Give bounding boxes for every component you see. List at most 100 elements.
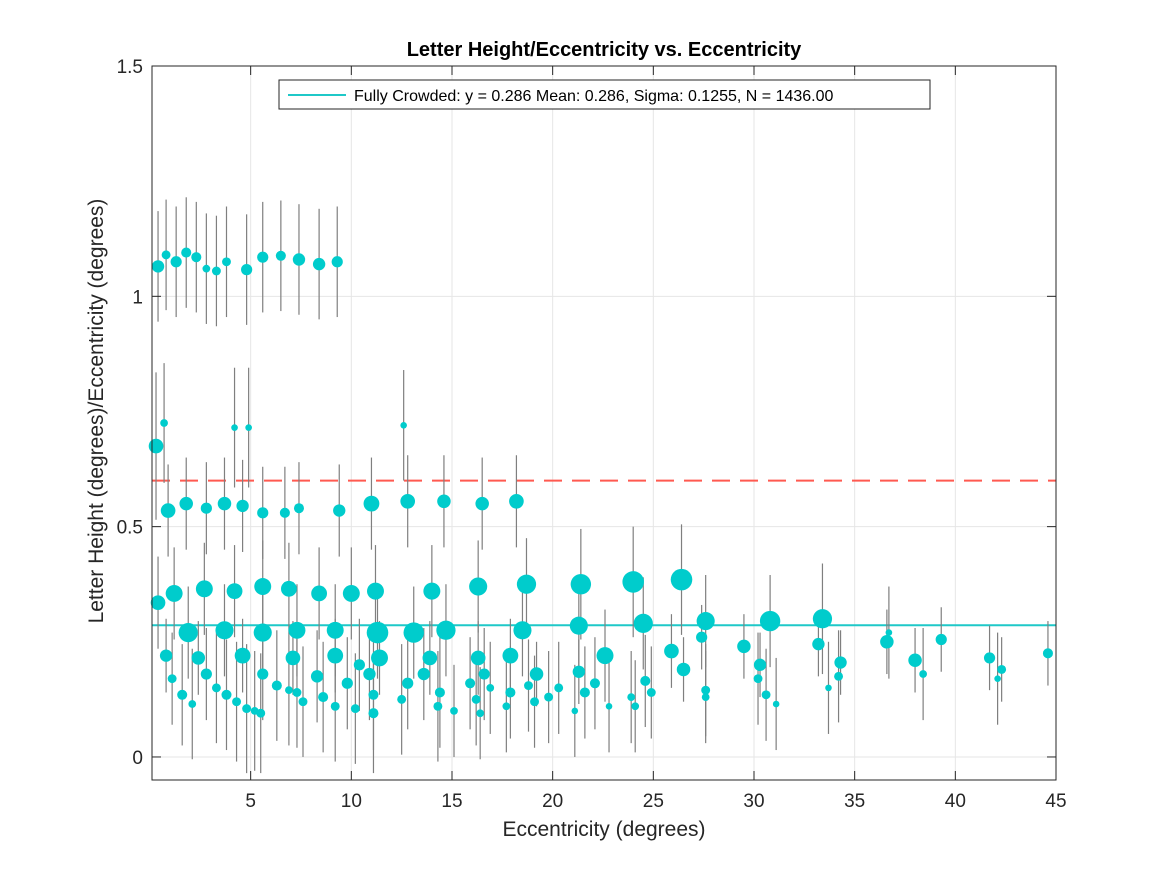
- data-point: [622, 571, 644, 593]
- data-point: [469, 577, 488, 596]
- data-point: [341, 677, 353, 689]
- data-point: [327, 647, 344, 664]
- y-tick-label: 1: [132, 287, 143, 308]
- data-point: [191, 252, 202, 263]
- data-point: [167, 674, 177, 684]
- data-point: [366, 621, 389, 644]
- legend-box: [278, 79, 931, 110]
- data-point: [159, 649, 173, 662]
- data-point: [753, 658, 767, 672]
- data-point: [202, 264, 211, 273]
- data-point: [170, 256, 182, 268]
- data-point: [759, 610, 781, 632]
- data-point: [834, 671, 844, 681]
- data-point: [363, 667, 376, 681]
- data-point: [436, 620, 456, 640]
- axes-box: [151, 65, 1057, 781]
- data-point: [417, 667, 430, 681]
- data-point: [181, 247, 192, 258]
- data-point: [195, 580, 213, 598]
- data-point: [422, 650, 438, 666]
- data-point: [350, 704, 360, 714]
- data-point: [465, 678, 476, 689]
- data-point: [402, 677, 414, 689]
- data-point: [188, 700, 197, 708]
- data-point: [232, 697, 242, 707]
- data-point: [151, 260, 165, 273]
- data-point: [331, 256, 343, 268]
- data-point: [177, 689, 188, 700]
- data-point: [397, 694, 407, 704]
- data-point: [696, 612, 715, 631]
- data-point: [148, 438, 164, 454]
- data-point: [150, 595, 166, 610]
- data-point: [701, 693, 710, 701]
- data-point: [812, 637, 825, 651]
- data-point: [234, 647, 251, 664]
- data-point: [589, 678, 600, 689]
- data-point: [254, 578, 272, 596]
- data-point: [257, 251, 269, 263]
- data-point: [326, 621, 344, 639]
- data-point: [221, 689, 232, 700]
- data-point: [160, 419, 168, 427]
- data-point: [292, 688, 302, 697]
- data-point: [312, 257, 326, 271]
- data-point: [330, 701, 340, 711]
- legend: Fully Crowded: y = 0.286 Mean: 0.286, Si…: [278, 79, 931, 110]
- data-point: [257, 507, 269, 519]
- data-point: [516, 574, 537, 594]
- data-point: [505, 687, 516, 698]
- data-point: [596, 647, 614, 665]
- data-point: [509, 493, 524, 509]
- data-point: [579, 687, 590, 698]
- data-point: [885, 629, 893, 636]
- data-point: [279, 507, 290, 518]
- x-tick-label: 15: [441, 791, 462, 812]
- data-point: [179, 496, 193, 511]
- data-point: [570, 574, 592, 595]
- data-point: [572, 665, 586, 678]
- data-point: [908, 653, 922, 667]
- y-tick-label: 1.5: [117, 57, 143, 78]
- data-point: [524, 681, 533, 691]
- y-tick-label: 0: [132, 748, 143, 769]
- data-point: [880, 635, 894, 649]
- data-point: [470, 650, 486, 666]
- x-axis-label: Eccentricity (degrees): [502, 818, 705, 841]
- data-point: [161, 250, 171, 260]
- x-tick-label: 45: [1045, 791, 1066, 812]
- data-point: [834, 656, 847, 669]
- data-point: [433, 701, 443, 711]
- data-point: [311, 585, 328, 602]
- data-point: [256, 708, 266, 718]
- data-point: [200, 668, 212, 680]
- data-point: [342, 584, 360, 602]
- x-tick-label: 35: [844, 791, 865, 812]
- data-point: [935, 633, 947, 646]
- data-point: [371, 649, 388, 667]
- data-point: [676, 662, 691, 677]
- data-point: [761, 690, 771, 700]
- data-point: [310, 670, 324, 683]
- x-tick-label: 20: [542, 791, 563, 812]
- data-point: [753, 674, 763, 684]
- data-point: [200, 502, 212, 514]
- data-point: [994, 675, 1001, 682]
- legend-label: Fully Crowded: y = 0.286 Mean: 0.286, Si…: [354, 88, 834, 105]
- data-point: [437, 494, 451, 509]
- data-point: [825, 684, 832, 692]
- data-point: [737, 639, 751, 654]
- data-point: [513, 621, 532, 640]
- data-point: [293, 503, 305, 514]
- data-point: [502, 647, 519, 664]
- data-point: [242, 704, 252, 714]
- data-points: [148, 247, 1053, 719]
- data-point: [605, 702, 613, 710]
- data-point: [285, 650, 301, 666]
- data-point: [478, 668, 490, 680]
- data-point: [353, 659, 365, 671]
- y-tick-labels: 0 0.5 1 1.5: [117, 57, 143, 769]
